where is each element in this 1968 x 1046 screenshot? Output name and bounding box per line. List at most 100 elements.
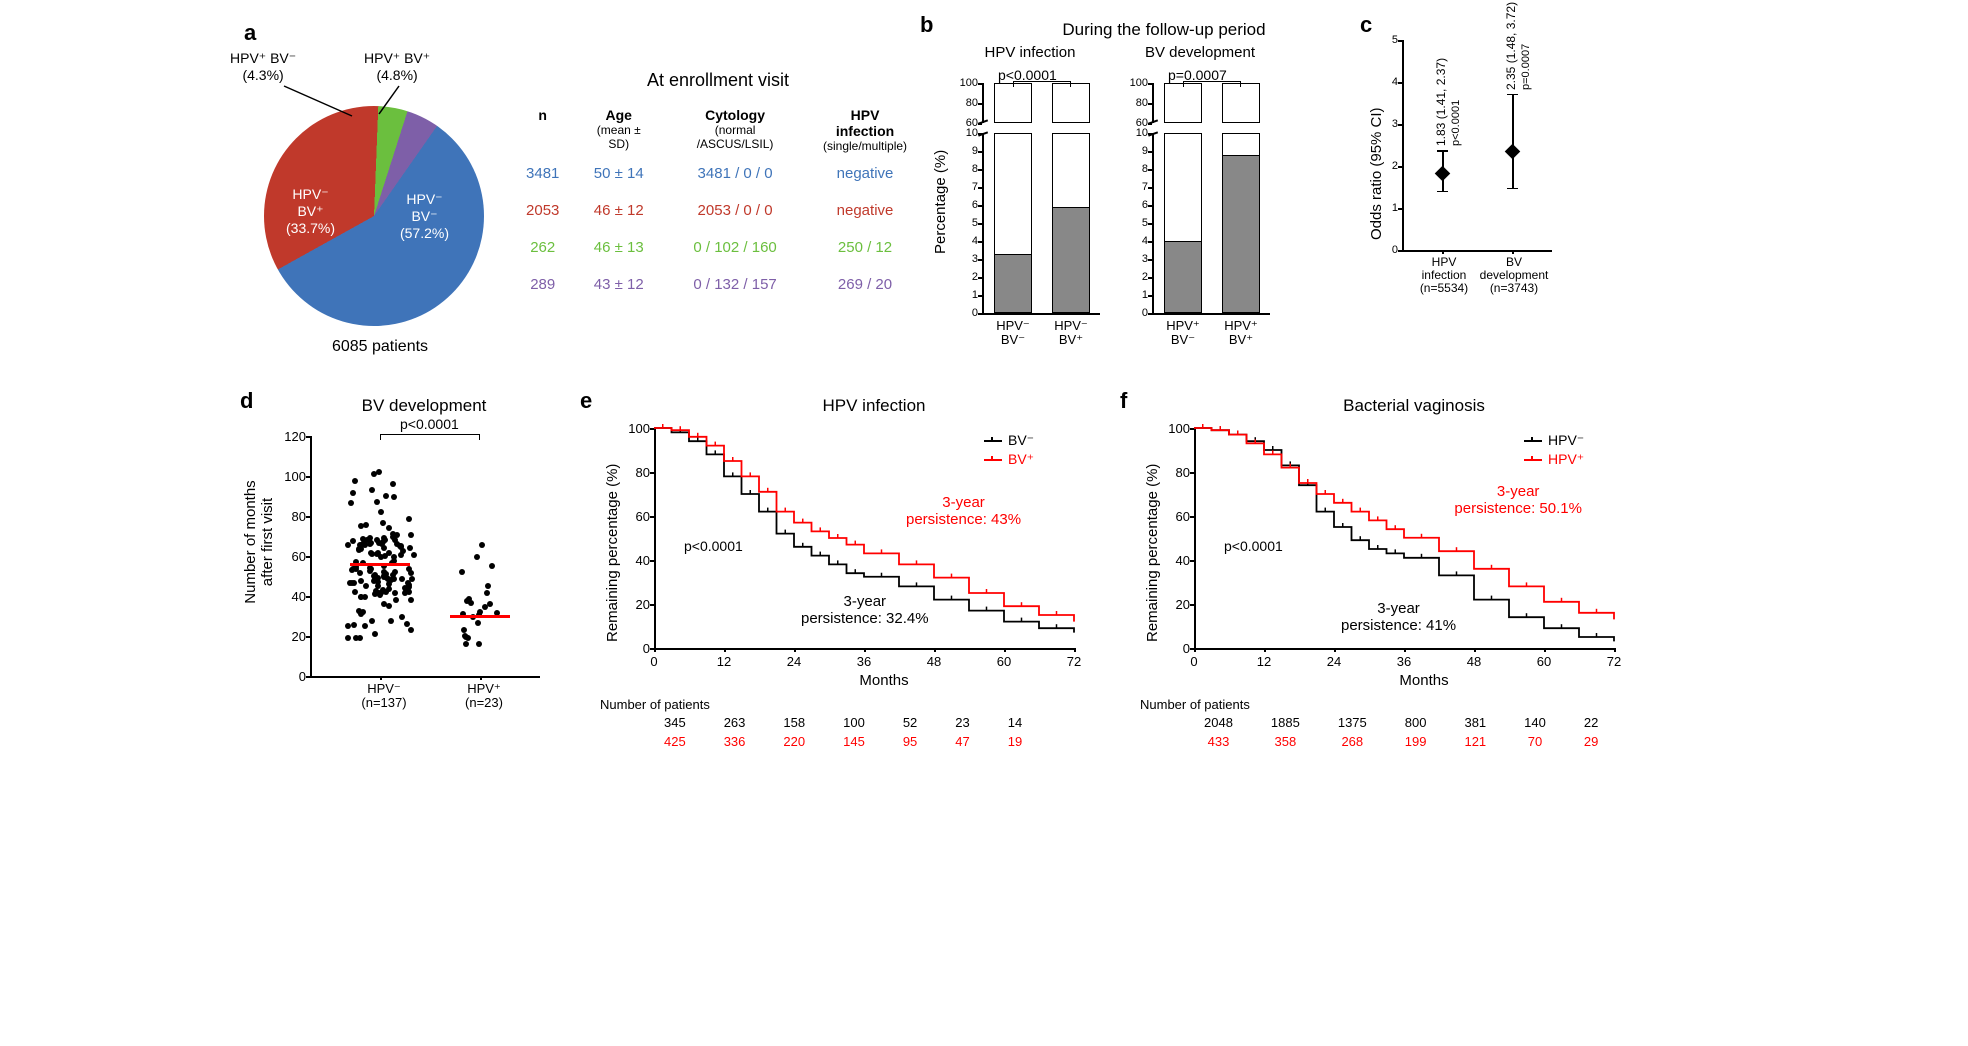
dot <box>407 545 413 551</box>
dot <box>371 471 377 477</box>
panel-e: e HPV infection Remaining percentage (%)… <box>584 396 1124 752</box>
table-cell: 262 <box>512 229 573 266</box>
panel-f-risk-table: 2048188513758003811402243335826819912170… <box>1184 712 1618 752</box>
tick-label: 5 <box>956 217 978 229</box>
bar-upper <box>994 83 1032 123</box>
dot <box>409 576 415 582</box>
legend-item: BV⁻ <box>984 432 1034 449</box>
table-cell: 0 / 132 / 157 <box>664 266 806 303</box>
figure: a HPV⁻BV⁻(57.2%)HPV⁻BV⁺(33.7%) 6085 pati… <box>244 20 1724 752</box>
risk-row: 4333582681991217029 <box>1186 733 1616 750</box>
dot <box>369 487 375 493</box>
tick-label: 5 <box>1126 217 1148 229</box>
tick-label: 36 <box>1392 654 1416 669</box>
dot <box>386 550 392 556</box>
table-cell: 50 ± 14 <box>573 155 664 192</box>
tick-label: 1 <box>1126 289 1148 301</box>
tick-label: 0 <box>956 307 978 319</box>
legend: HPV⁻HPV⁺ <box>1524 432 1584 470</box>
dot <box>408 597 414 603</box>
tick-label: 1 <box>956 289 978 301</box>
risk-cell: 220 <box>765 733 823 750</box>
dot <box>399 614 405 620</box>
dot <box>358 611 364 617</box>
forest-point <box>1505 144 1521 160</box>
bar-upper <box>1222 83 1260 123</box>
dot <box>411 552 417 558</box>
panel-f-xlabel: Months <box>1184 672 1664 689</box>
dot <box>386 525 392 531</box>
bar-value <box>1164 241 1202 313</box>
dot <box>381 601 387 607</box>
p-value: p<0.0001 <box>684 538 743 554</box>
dot <box>390 481 396 487</box>
dot <box>364 537 370 543</box>
dot <box>463 641 469 647</box>
tick-label: 60 <box>278 549 306 564</box>
pie-leader-lines <box>244 76 504 156</box>
panel-f-label: f <box>1120 388 1127 414</box>
tick-label: 20 <box>278 629 306 644</box>
tick-label: 12 <box>712 654 736 669</box>
dot <box>475 620 481 626</box>
median-line <box>350 563 410 566</box>
risk-cell: 800 <box>1387 714 1445 731</box>
enrollment-table: nAge(mean ± SD)Cytology(normal /ASCUS/LS… <box>512 105 924 303</box>
tick-label: 72 <box>1602 654 1626 669</box>
risk-cell: 52 <box>885 714 935 731</box>
risk-cell: 19 <box>990 733 1040 750</box>
tick-label: 60 <box>992 654 1016 669</box>
tick-label: 2 <box>1126 271 1148 283</box>
dot <box>487 601 493 607</box>
tick-label: 60 <box>1532 654 1556 669</box>
bar-area: 6080100012345678910HPV⁺BV⁻HPV⁺BV⁺p=0.000… <box>1130 83 1270 355</box>
dot <box>394 532 400 538</box>
legend: BV⁻ BV⁺ <box>984 432 1034 470</box>
table-cell: 3481 <box>512 155 573 192</box>
dot <box>368 566 374 572</box>
risk-cell: 358 <box>1253 733 1318 750</box>
tick-label: 7 <box>956 181 978 193</box>
forest-annotation: 2.35 (1.48, 3.72)p=0.0007 <box>1504 2 1532 90</box>
tick-label: 48 <box>1462 654 1486 669</box>
tick-label: 5 <box>1382 34 1398 46</box>
bar-subchart: BV development6080100012345678910HPV⁺BV⁻… <box>1130 44 1270 355</box>
forest-xlabel: HPVinfection(n=5534) <box>1404 256 1484 296</box>
tick-label: 1 <box>1382 202 1398 214</box>
table-cell: negative <box>806 155 924 192</box>
panel-e-ylabel: Remaining percentage (%) <box>604 464 621 642</box>
annotation: 3-yearpersistence: 32.4% <box>801 593 929 627</box>
table-row: 28943 ± 120 / 132 / 157269 / 20 <box>512 266 924 303</box>
table-cell: 46 ± 12 <box>573 192 664 229</box>
panel-f-title: Bacterial vaginosis <box>1164 396 1664 416</box>
bar-xlabel: HPV⁻BV⁻ <box>988 319 1038 348</box>
dot <box>363 583 369 589</box>
panel-b-charts: HPV infection6080100012345678910HPV⁻BV⁻H… <box>960 44 1364 355</box>
dot <box>484 590 490 596</box>
dot <box>404 621 410 627</box>
bar-upper <box>1164 83 1202 123</box>
bar-value <box>1222 155 1260 313</box>
risk-cell: 23 <box>937 714 987 731</box>
panel-d-label: d <box>240 388 253 414</box>
legend-item: BV⁺ <box>984 451 1034 468</box>
dot <box>383 493 389 499</box>
tick-label: 72 <box>1062 654 1086 669</box>
panel-f-ylabel: Remaining percentage (%) <box>1144 464 1161 642</box>
risk-cell: 381 <box>1446 714 1504 731</box>
dot-xlabel: HPV⁺(n=23) <box>444 682 524 711</box>
tick-label: 100 <box>278 469 306 484</box>
table-cell: 2053 / 0 / 0 <box>664 192 806 229</box>
tick-label: 0 <box>1182 654 1206 669</box>
dot <box>358 578 364 584</box>
tick-label: 36 <box>852 654 876 669</box>
panel-e-risk-table: 345263158100522314425336220145954719 <box>644 712 1042 752</box>
risk-cell: 100 <box>825 714 883 731</box>
dot <box>350 538 356 544</box>
panel-c: c Odds ratio (95% CI) 012345HPVinfection… <box>1364 20 1584 290</box>
tick-label: 120 <box>278 429 306 444</box>
risk-cell: 268 <box>1320 733 1385 750</box>
tick-label: 6 <box>956 199 978 211</box>
pie-slice-label: HPV⁻BV⁻(57.2%) <box>400 191 449 241</box>
panel-b-title: During the follow-up period <box>964 20 1364 40</box>
